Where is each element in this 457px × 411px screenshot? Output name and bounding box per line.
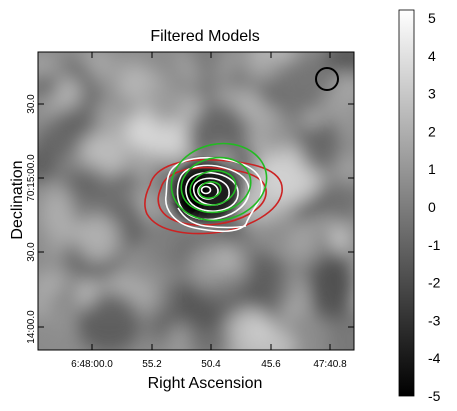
white-contour-6 (200, 185, 212, 195)
colorbar-tick-label: -1 (428, 237, 441, 253)
y-tick-label: 14:00.0 (26, 310, 37, 344)
noise-blob (205, 271, 245, 312)
noise-blob (309, 253, 354, 321)
noise-field (38, 52, 354, 350)
y-tick-labels: 30.0 70:15:00.0 30.0 14:00.0 (26, 94, 37, 344)
green-contour-1 (170, 142, 268, 222)
y-axis-label: Declination (9, 160, 26, 239)
noise-blob (249, 257, 296, 314)
noise-blob (38, 145, 59, 184)
colorbar-tick-label: -5 (428, 388, 441, 404)
noise-blob (299, 122, 342, 174)
noise-blob (286, 227, 322, 262)
colorbar-tick-label: -4 (428, 350, 441, 366)
heatmap-image (38, 52, 354, 350)
green-contour-2 (180, 156, 252, 214)
green-contour-4 (198, 181, 222, 199)
noise-blob (50, 295, 74, 334)
white-contour-tail (177, 207, 247, 229)
green-contour-3 (189, 169, 237, 207)
white-contour-3 (185, 171, 239, 212)
green-contours (170, 142, 268, 222)
colorbar-ticks: 5 4 3 2 1 0 -1 -2 -3 -4 -5 (428, 10, 441, 404)
colorbar-tick-label: 1 (428, 161, 436, 177)
beam-circle (315, 67, 339, 91)
colorbar-tick-label: 3 (428, 86, 436, 102)
noise-blob (256, 114, 294, 157)
white-contour-2 (176, 164, 250, 221)
noise-blob (323, 174, 354, 220)
colorbar-tick-label: 5 (428, 10, 436, 26)
noise-blob (186, 102, 250, 169)
x-tick-label: 50.4 (201, 359, 221, 370)
colorbar-tick-label: -3 (428, 312, 441, 328)
noise-blob (76, 292, 141, 350)
colorbar-tick-label: 4 (428, 48, 436, 64)
white-contour-1 (165, 156, 263, 233)
colorbar-tick-label: -2 (428, 275, 441, 291)
x-tick-label: 45.6 (261, 359, 281, 370)
chart-title: Filtered Models (150, 28, 259, 45)
noise-blob (59, 163, 109, 199)
x-tick-label: 6:48:00.0 (71, 359, 113, 370)
red-contour-outer (144, 158, 283, 235)
colorbar-tick-label: 0 (428, 199, 436, 215)
noise-blob (74, 280, 96, 308)
x-axis-label: Right Ascension (148, 375, 263, 392)
noise-blob (330, 226, 350, 252)
noise-blob (77, 215, 120, 264)
noise-blob (38, 72, 60, 100)
colorbar (398, 9, 415, 397)
tick-marks (38, 52, 354, 350)
noise-blob (146, 92, 190, 124)
x-tick-labels: 6:48:00.0 55.2 50.4 45.6 47:40.8 (71, 359, 347, 370)
colorbar-tick-label: 2 (428, 123, 436, 139)
y-tick-label: 70:15:00.0 (26, 154, 37, 202)
y-tick-label: 30.0 (26, 242, 37, 262)
x-tick-label: 47:40.8 (313, 359, 347, 370)
plot-frame (37, 51, 355, 351)
noise-blob (145, 213, 198, 271)
x-tick-label: 55.2 (142, 359, 162, 370)
y-tick-label: 30.0 (26, 94, 37, 114)
noise-blob (197, 75, 217, 101)
noise-blob (186, 52, 228, 80)
noise-blob (38, 269, 67, 299)
